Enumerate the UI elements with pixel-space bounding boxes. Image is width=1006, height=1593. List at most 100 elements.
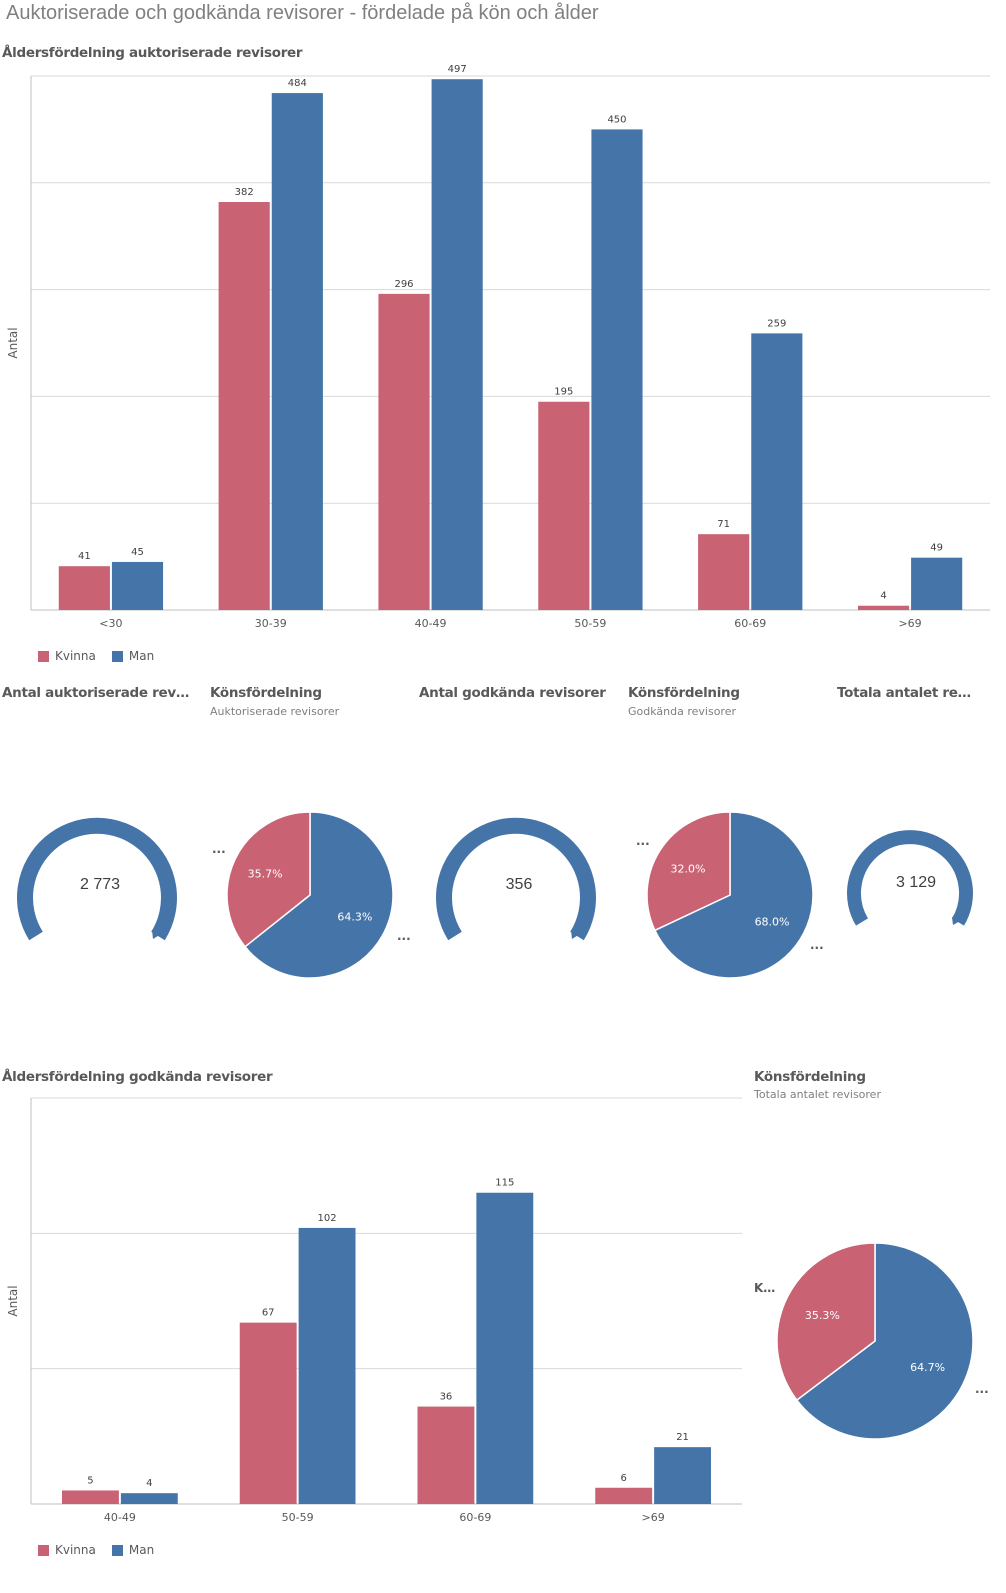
bar-chart-1-legend[interactable]: Kvinna Man xyxy=(38,649,154,663)
gauge-arc xyxy=(436,817,596,941)
pie-value-label: 35.3% xyxy=(805,1309,840,1322)
bar-man-60-69[interactable] xyxy=(476,1192,534,1504)
data-label: 259 xyxy=(767,318,786,329)
data-label: 21 xyxy=(676,1432,689,1443)
x-tick-label: 50-59 xyxy=(282,1511,314,1524)
pie-slice-kvinna[interactable] xyxy=(646,811,731,932)
pie-2-title: Könsfördelning xyxy=(628,685,740,701)
bar-chart-2-legend[interactable]: Kvinna Man xyxy=(38,1543,154,1557)
pie-value-label: 64.3% xyxy=(337,911,372,924)
data-label: 5 xyxy=(87,1475,93,1486)
legend-swatch-man xyxy=(111,1544,123,1556)
legend-swatch-kvinna xyxy=(38,650,49,662)
pie-chart-auktoriserade[interactable]: 64.3% 35.7% xyxy=(226,811,394,979)
pie-value-label: 32.0% xyxy=(670,862,705,875)
pie-1-title: Könsfördelning xyxy=(210,685,322,701)
x-tick-label: 60-69 xyxy=(734,617,766,630)
data-label: 102 xyxy=(318,1213,337,1224)
pie-2-subtitle: Godkända revisorer xyxy=(628,705,736,718)
pie-2-legend-truncated[interactable]: ... xyxy=(636,834,650,848)
pie-slice-kvinna[interactable] xyxy=(776,1242,876,1402)
bar-man-50-59[interactable] xyxy=(591,129,643,610)
legend-swatch-kvinna xyxy=(38,1544,49,1556)
pie-chart-totala[interactable]: 64.7% 35.3% xyxy=(776,1242,974,1440)
bar-kvinna->69[interactable] xyxy=(595,1487,653,1504)
x-tick-label: 40-49 xyxy=(104,1511,136,1524)
data-label: 450 xyxy=(607,114,626,125)
data-label: 49 xyxy=(930,543,943,554)
data-label: 71 xyxy=(717,519,730,530)
bar-kvinna-30-39[interactable] xyxy=(218,202,270,611)
sheet-title: Auktoriserade och godkända revisorer - f… xyxy=(6,2,599,24)
legend-label-man: Man xyxy=(128,1543,155,1557)
bar-man-40-49[interactable] xyxy=(431,79,483,611)
data-label: 195 xyxy=(554,387,573,398)
gauge-marker xyxy=(952,917,960,925)
pie-1-legend-truncated[interactable]: ... xyxy=(212,842,226,856)
data-label: 115 xyxy=(495,1178,514,1189)
pie-value-label: 35.7% xyxy=(248,867,283,880)
legend-swatch-man xyxy=(111,650,123,662)
pie-3-subtitle: Totala antalet revisorer xyxy=(754,1088,881,1101)
bar-kvinna-60-69[interactable] xyxy=(698,534,750,610)
gauge-marker xyxy=(571,930,580,939)
bar-kvinna-40-49[interactable] xyxy=(378,293,430,610)
kpi-gauge-2[interactable] xyxy=(433,808,609,958)
bar-chart-godkanda[interactable]: Antal 5 4 40-49 67 102 50-59 36 115 60-69 6 21 >69 xyxy=(0,1085,750,1535)
pie-3-legend-truncated[interactable]: K… xyxy=(754,1281,776,1295)
gauge-arc xyxy=(17,817,177,941)
kpi-1-title: Antal auktoriserade rev… xyxy=(2,685,190,701)
y-axis-label: Antal xyxy=(6,1285,20,1316)
bar-chart-1-title: Åldersfördelning auktoriserade revisorer xyxy=(2,45,303,61)
data-label: 45 xyxy=(131,547,144,558)
bar-chart-2-title: Åldersfördelning godkända revisorer xyxy=(2,1069,273,1085)
data-label: 6 xyxy=(620,1473,626,1484)
data-label: 41 xyxy=(78,551,91,562)
gauge-arc xyxy=(847,830,973,926)
x-tick-label: 30-39 xyxy=(255,617,287,630)
pie-3-title: Könsfördelning xyxy=(754,1069,866,1085)
x-tick-label: >69 xyxy=(642,1511,665,1524)
data-label: 4 xyxy=(146,1478,152,1489)
kpi-2-value: 356 xyxy=(505,876,533,893)
pie-slice-kvinna[interactable] xyxy=(226,811,311,948)
bar-man->69[interactable] xyxy=(911,557,963,610)
legend-label-kvinna: Kvinna xyxy=(55,649,96,663)
kpi-gauge-3[interactable] xyxy=(846,822,986,940)
bar-man-40-49[interactable] xyxy=(120,1493,178,1504)
bar-kvinna-40-49[interactable] xyxy=(61,1490,119,1504)
gauge-marker xyxy=(152,930,161,939)
kpi-gauge-1[interactable] xyxy=(14,808,190,958)
data-label: 67 xyxy=(262,1308,275,1319)
kpi-2-title: Antal godkända revisorer xyxy=(419,685,606,701)
bar-kvinna-50-59[interactable] xyxy=(239,1322,297,1504)
y-axis-label: Antal xyxy=(6,327,20,358)
pie-chart-godkanda[interactable]: 68.0% 32.0% xyxy=(646,811,814,979)
bar-man-<30[interactable] xyxy=(111,561,164,610)
pie-slice-man[interactable] xyxy=(244,811,394,979)
data-label: 36 xyxy=(440,1392,453,1403)
kpi-1-value: 2 773 xyxy=(79,876,121,893)
bar-kvinna->69[interactable] xyxy=(857,605,910,610)
bar-kvinna-50-59[interactable] xyxy=(538,401,590,610)
bar-man-60-69[interactable] xyxy=(751,333,803,610)
bar-kvinna-60-69[interactable] xyxy=(417,1406,475,1504)
bar-man->69[interactable] xyxy=(654,1447,712,1504)
data-label: 4 xyxy=(880,591,886,602)
kpi-3-title: Totala antalet re… xyxy=(837,685,971,701)
data-label: 497 xyxy=(448,64,467,75)
x-tick-label: >69 xyxy=(898,617,921,630)
pie-1-label-truncated: ... xyxy=(397,929,411,943)
pie-value-label: 64.7% xyxy=(910,1361,945,1374)
pie-3-label-truncated: ... xyxy=(975,1382,989,1396)
bar-man-50-59[interactable] xyxy=(298,1227,356,1504)
data-label: 382 xyxy=(235,187,254,198)
bar-man-30-39[interactable] xyxy=(271,93,323,610)
legend-label-man: Man xyxy=(128,649,155,663)
pie-slice-man[interactable] xyxy=(795,1242,974,1440)
pie-slice-man[interactable] xyxy=(653,811,814,979)
bar-kvinna-<30[interactable] xyxy=(58,566,110,610)
data-label: 484 xyxy=(288,78,307,89)
x-tick-label: 40-49 xyxy=(415,617,447,630)
